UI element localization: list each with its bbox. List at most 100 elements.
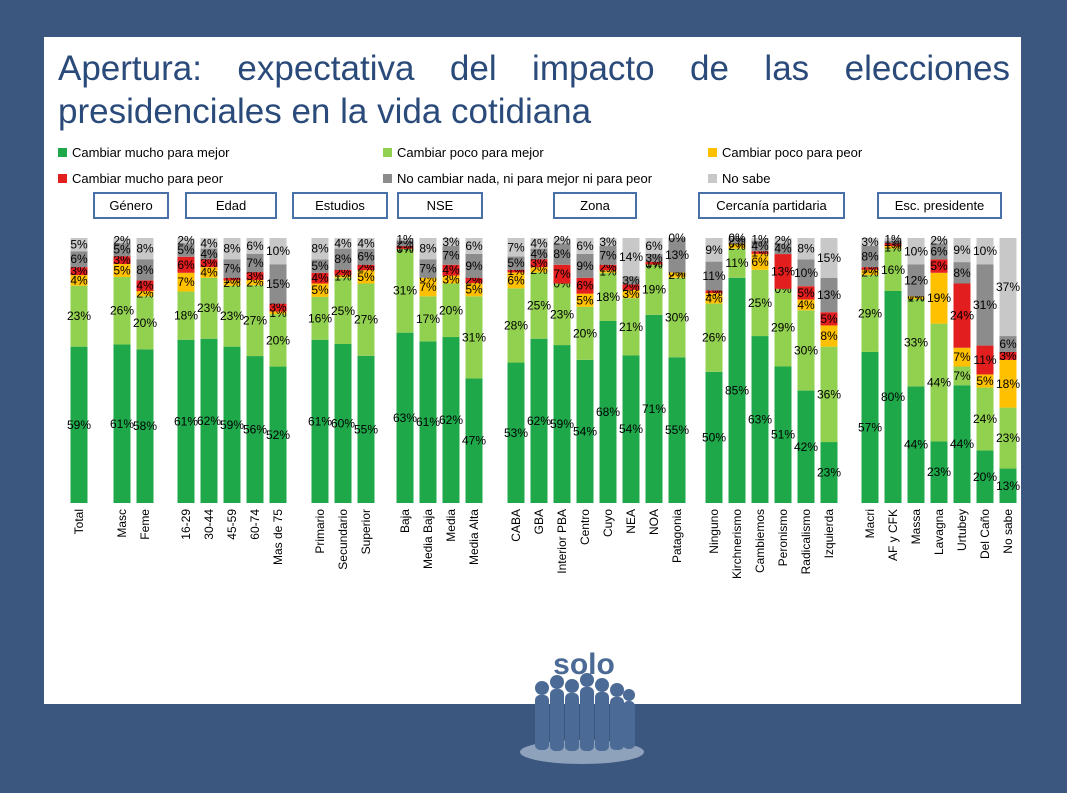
data-label: 8% bbox=[820, 329, 838, 343]
data-label: 44% bbox=[950, 437, 974, 451]
bar-segment bbox=[70, 251, 88, 268]
bar-segment bbox=[465, 238, 483, 254]
data-label: 4% bbox=[797, 298, 815, 312]
data-label: 57% bbox=[858, 420, 882, 434]
data-label: 4% bbox=[70, 273, 88, 287]
bar-segment bbox=[223, 238, 241, 260]
data-label: 47% bbox=[462, 434, 486, 448]
bar-segment bbox=[177, 243, 195, 257]
data-label: 36% bbox=[817, 387, 841, 401]
bar-segment bbox=[553, 345, 571, 503]
data-label: 62% bbox=[439, 413, 463, 427]
category-label: Interior PBA bbox=[555, 509, 569, 574]
data-label: 27% bbox=[354, 313, 378, 327]
data-label: 13% bbox=[771, 264, 795, 278]
data-label: 4% bbox=[530, 247, 548, 261]
data-label: 20% bbox=[266, 333, 290, 347]
data-label: 61% bbox=[174, 414, 198, 428]
data-label: 4% bbox=[311, 271, 329, 285]
data-label: 54% bbox=[573, 424, 597, 438]
bar-segment bbox=[177, 291, 195, 340]
data-label: 63% bbox=[393, 411, 417, 425]
bar-segment bbox=[136, 238, 154, 260]
bar-segment bbox=[396, 240, 414, 247]
category-label: 45-59 bbox=[225, 509, 239, 540]
bar-segment bbox=[930, 441, 948, 503]
data-label: 61% bbox=[308, 414, 332, 428]
bar-segment bbox=[668, 357, 686, 503]
bar-segment bbox=[177, 272, 195, 292]
data-label: 25% bbox=[331, 304, 355, 318]
legend-item-poco-peor: Cambiar poco para peor bbox=[708, 145, 862, 160]
category-label: Urtubey bbox=[955, 509, 969, 551]
category-label: Lavagna bbox=[932, 509, 946, 555]
bar-segment bbox=[553, 238, 571, 244]
bar-segment bbox=[930, 238, 948, 244]
stacked-bar-chart: 59%23%4%3%6%5%Total61%26%5%3%5%2%Masc58%… bbox=[67, 231, 1020, 579]
group-label-nse: NSE bbox=[397, 192, 483, 219]
data-label: 13% bbox=[665, 248, 689, 262]
bar-segment bbox=[269, 303, 287, 312]
bar-segment bbox=[311, 238, 329, 260]
data-label: 8% bbox=[953, 266, 971, 280]
category-label: Izquierda bbox=[822, 509, 836, 559]
bar-segment bbox=[774, 243, 792, 255]
data-label: 6% bbox=[645, 239, 663, 253]
data-label: 8% bbox=[311, 242, 329, 256]
bar-segment bbox=[599, 246, 617, 265]
data-label: 8% bbox=[334, 252, 352, 266]
data-label: 24% bbox=[973, 412, 997, 426]
legend-swatch bbox=[58, 174, 67, 183]
bar-segment bbox=[861, 269, 879, 276]
bar-segment bbox=[200, 238, 218, 249]
data-label: 15% bbox=[817, 251, 841, 265]
bar-segment bbox=[136, 259, 154, 281]
data-label: 12% bbox=[904, 273, 928, 287]
data-label: 5% bbox=[930, 259, 948, 273]
bar-segment bbox=[797, 259, 815, 287]
data-label: 10% bbox=[904, 244, 928, 258]
logo-text: solo bbox=[553, 648, 615, 681]
bar-segment bbox=[576, 293, 594, 307]
data-label: 27% bbox=[243, 314, 267, 328]
bar-segment bbox=[465, 277, 483, 284]
bar-segment bbox=[797, 286, 815, 300]
category-label: Mas de 75 bbox=[271, 509, 285, 565]
bar-segment bbox=[668, 272, 686, 278]
data-label: 7% bbox=[419, 261, 437, 275]
data-label: 8% bbox=[553, 247, 571, 261]
data-label: 14% bbox=[619, 250, 643, 264]
bar-segment bbox=[797, 299, 815, 311]
data-label: 3% bbox=[200, 256, 218, 270]
data-label: 5% bbox=[820, 312, 838, 326]
bar-segment bbox=[70, 275, 88, 286]
data-label: 55% bbox=[665, 423, 689, 437]
bar-segment bbox=[622, 238, 640, 277]
bar-segment bbox=[334, 277, 352, 344]
data-label: 9% bbox=[953, 243, 971, 257]
data-label: 28% bbox=[504, 318, 528, 332]
group-label-estudios: Estudios bbox=[292, 192, 388, 219]
bar-segment bbox=[442, 264, 460, 276]
category-label: Ninguno bbox=[707, 509, 721, 554]
data-label: 2% bbox=[774, 234, 792, 248]
legend-item-mucho-peor: Cambiar mucho para peor bbox=[58, 171, 223, 186]
category-label: AF y CFK bbox=[886, 509, 900, 561]
data-label: 2% bbox=[113, 234, 131, 248]
bar-segment bbox=[907, 298, 925, 387]
bar-segment bbox=[861, 267, 879, 270]
bar-segment bbox=[576, 238, 594, 254]
data-label: 4% bbox=[200, 265, 218, 279]
bar-segment bbox=[622, 276, 640, 285]
bar-segment bbox=[774, 288, 792, 367]
data-label: 13% bbox=[817, 288, 841, 302]
category-label: Del Caño bbox=[978, 509, 992, 559]
data-label: 8% bbox=[797, 242, 815, 256]
bar-segment bbox=[136, 280, 154, 291]
bar-segment bbox=[622, 298, 640, 356]
data-label: 16% bbox=[308, 311, 332, 325]
data-label: 53% bbox=[504, 426, 528, 440]
category-label: CABA bbox=[509, 509, 523, 542]
bar-segment bbox=[442, 238, 460, 247]
data-label: 33% bbox=[904, 336, 928, 350]
